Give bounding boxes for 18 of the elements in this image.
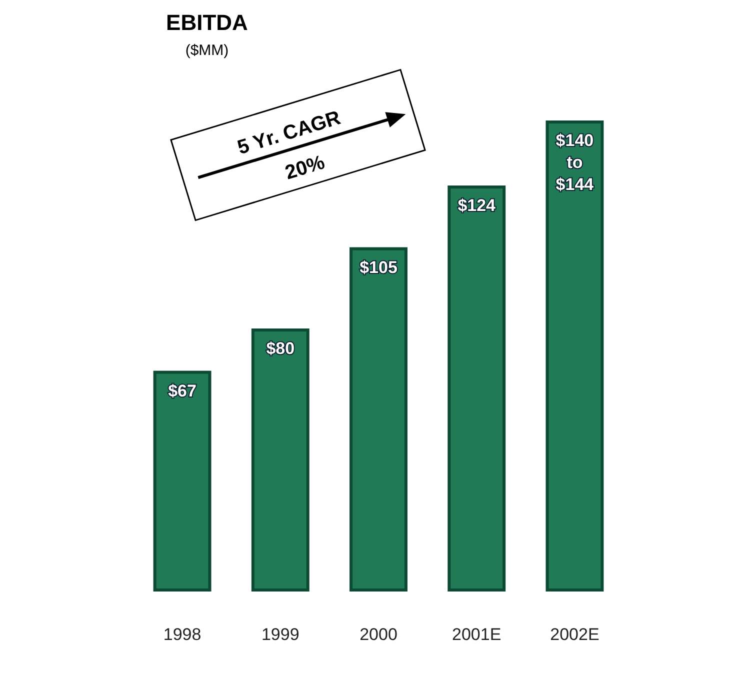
x-tick-label: 2002E bbox=[550, 625, 600, 644]
x-tick-label: 1998 bbox=[163, 625, 202, 644]
data-label: $80 bbox=[266, 339, 295, 358]
bar bbox=[251, 328, 310, 592]
data-label: $140 to $144 bbox=[556, 131, 594, 194]
annotation: 20% bbox=[282, 152, 328, 184]
bar bbox=[546, 120, 604, 592]
bar bbox=[350, 247, 408, 592]
x-tick-label: 1999 bbox=[261, 625, 300, 644]
x-tick-label: 2001E bbox=[452, 625, 502, 644]
data-label: $105 bbox=[360, 258, 398, 277]
bar bbox=[153, 370, 212, 592]
bar bbox=[448, 186, 506, 592]
x-tick-label: 2000 bbox=[360, 625, 398, 644]
chart-subtitle: ($MM) bbox=[185, 42, 229, 59]
data-label: $124 bbox=[458, 196, 496, 215]
chart-title: EBITDA bbox=[166, 10, 248, 35]
data-label: $67 bbox=[168, 381, 196, 400]
